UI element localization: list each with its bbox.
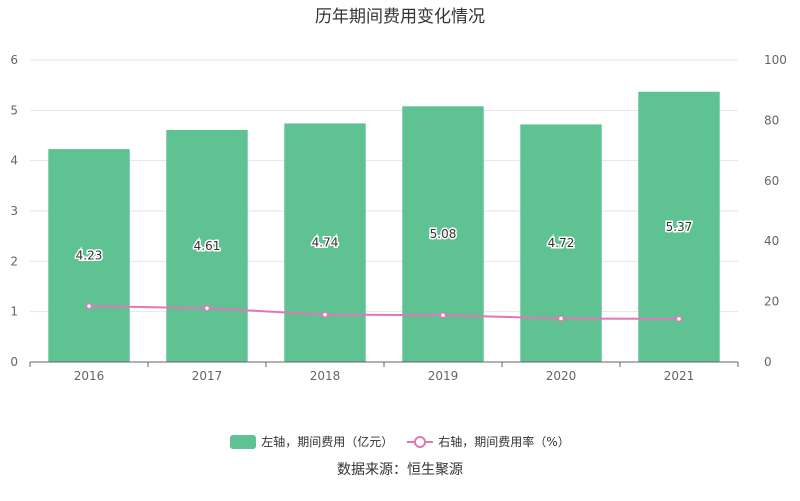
legend: 左轴，期间费用（亿元） 右轴，期间费用率（%） [0,433,800,450]
right-y-tick-label: 40 [764,234,779,248]
bar-value-label: 5.08 [430,227,457,241]
x-tick-label: 2016 [74,369,105,383]
bar-value-label: 4.74 [312,236,339,250]
bar-value-label: 4.72 [548,236,575,250]
bar [48,149,130,362]
x-tick-label: 2018 [310,369,341,383]
legend-line-swatch [407,435,434,448]
right-y-tick-label: 80 [764,113,779,127]
bar-labels-layer: 4.23 4.61 4.74 5.08 4.72 5.37 [74,218,694,264]
x-tick-label: 2021 [664,369,695,383]
x-tick-label: 2020 [546,369,577,383]
rate-point [85,302,93,310]
right-y-tick-label: 60 [764,174,779,188]
bar [402,106,484,362]
x-axis: 2016 2017 2018 2019 2020 2021 [29,361,739,383]
legend-bar-label: 左轴，期间费用（亿元） [261,435,394,449]
bar [520,124,602,362]
left-y-axis: 0 1 2 3 4 5 6 [10,53,18,369]
bar-value-label: 4.23 [76,249,103,263]
legend-line-label: 右轴，期间费用率（%） [438,435,570,449]
chart-canvas: 0 1 2 3 4 5 6 0 20 40 60 80 100 2016 2017 2018 2019 202… [10,53,787,383]
left-y-tick-label: 2 [10,254,18,268]
legend-bar-swatch [230,434,257,449]
bar-value-label: 5.37 [666,220,693,234]
bars-layer [48,91,720,363]
data-source: 数据来源：恒生聚源 [337,462,463,478]
x-tick-label: 2019 [428,369,459,383]
bar [284,123,366,362]
right-y-tick-label: 0 [764,355,772,369]
left-y-tick-label: 3 [10,204,18,218]
rate-point [321,311,329,318]
x-tick-label: 2017 [192,369,223,383]
right-y-tick-label: 20 [764,295,779,309]
line-layer [85,302,683,323]
left-y-tick-label: 6 [10,53,18,67]
bar-value-label: 4.61 [194,239,221,253]
bar [166,129,248,362]
legend-item-line[interactable]: 右轴，期间费用率（%） [407,433,570,450]
left-y-tick-label: 4 [10,154,18,168]
right-y-tick-label: 100 [764,53,787,67]
rate-line [88,305,680,320]
grid-layer [30,59,738,313]
rate-point [439,311,447,319]
chart-title: 历年期间费用变化情况 [315,7,485,27]
rate-point [203,304,211,312]
rate-point [557,315,565,322]
right-y-axis: 0 20 40 60 80 100 [764,53,787,369]
left-y-tick-label: 1 [10,305,18,319]
rate-point [675,315,683,323]
left-y-tick-label: 5 [10,103,18,117]
left-y-tick-label: 0 [10,355,18,369]
legend-item-bar[interactable]: 左轴，期间费用（亿元） [230,433,393,450]
